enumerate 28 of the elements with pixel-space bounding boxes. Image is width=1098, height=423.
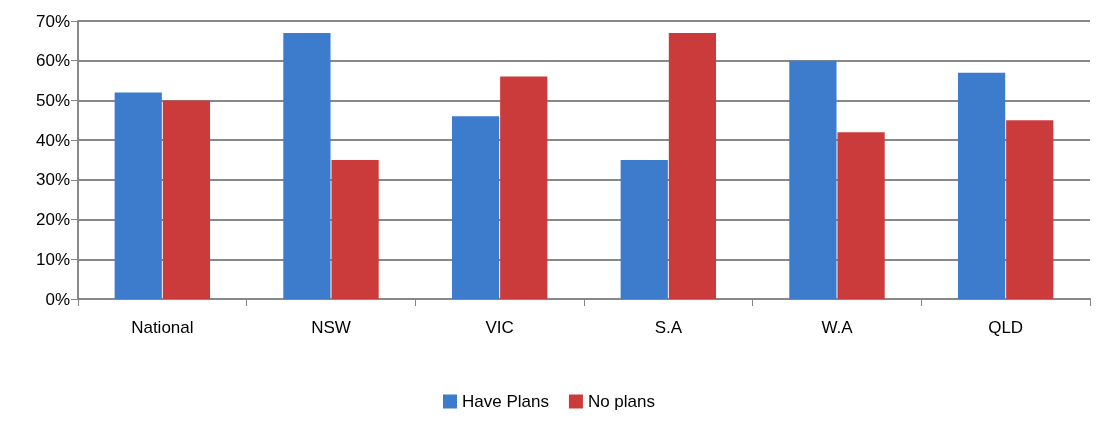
y-tick-label: 10% (35, 249, 70, 269)
bar (162, 100, 211, 299)
x-tick-label: National (131, 318, 194, 337)
bar (451, 116, 500, 299)
y-tick-label: 0% (45, 289, 70, 309)
bar (114, 92, 162, 299)
bar (283, 32, 331, 299)
bar (620, 160, 668, 299)
bar (331, 160, 379, 299)
y-tick-label: 70% (35, 11, 70, 31)
y-tick-label: 50% (35, 90, 70, 110)
bar (500, 76, 548, 299)
y-tick-label: 60% (35, 51, 70, 71)
bar (1006, 120, 1054, 299)
bar (957, 72, 1006, 299)
y-tick-label: 40% (35, 130, 70, 150)
x-tick-label: W.A (821, 318, 854, 337)
legend-label: No plans (587, 392, 656, 411)
x-tick-label: VIC (485, 318, 514, 337)
y-tick-label: 20% (35, 210, 70, 230)
legend-label: Have Plans (461, 392, 549, 411)
bar (789, 60, 837, 299)
x-tick-label: QLD (988, 318, 1024, 337)
x-tick-label: S.A (654, 318, 683, 337)
bar (837, 132, 885, 299)
y-tick-label: 30% (35, 170, 70, 190)
x-tick-label: NSW (311, 318, 351, 337)
bar (668, 32, 717, 299)
